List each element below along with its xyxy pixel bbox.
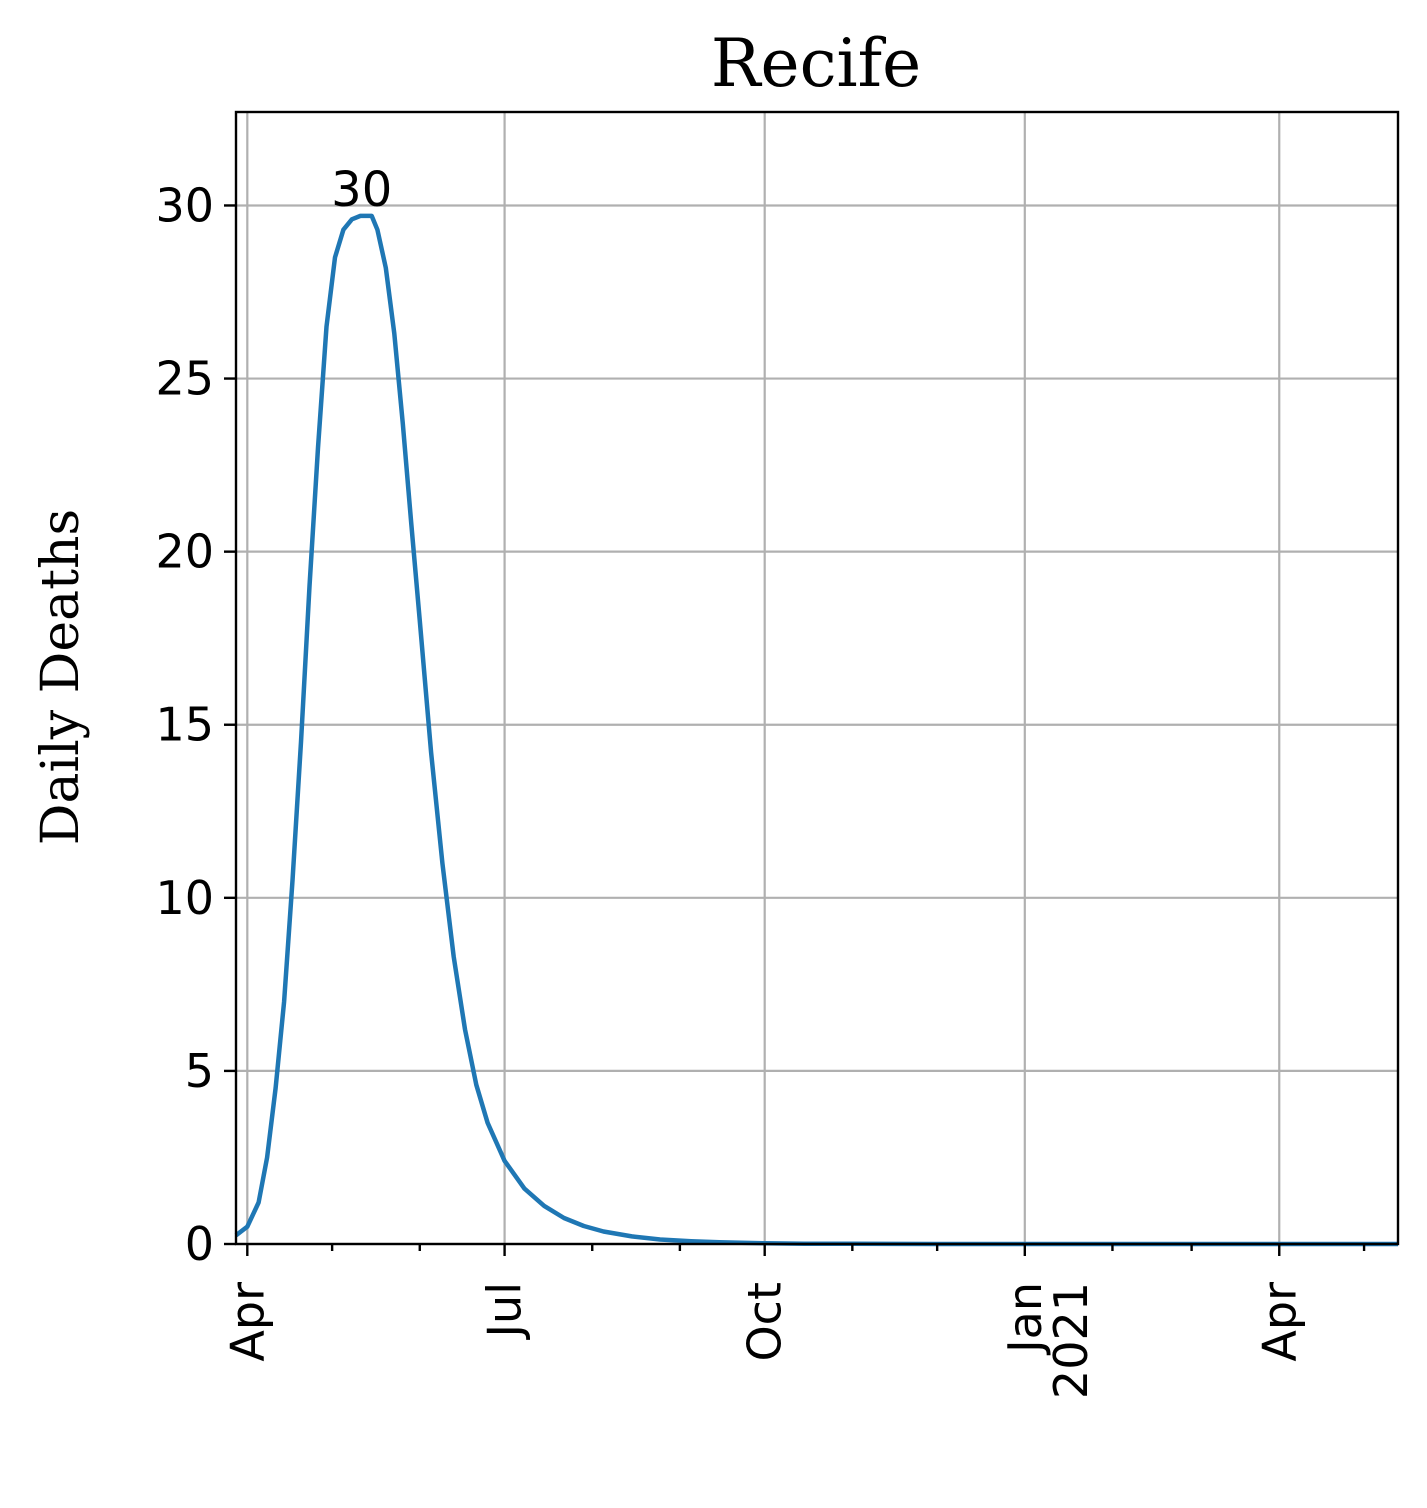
y-axis-label: Daily Deaths xyxy=(31,509,91,845)
x-tick-label-0: Apr xyxy=(220,1282,274,1362)
series-layer xyxy=(234,213,1398,1247)
peak-annotation: 30 xyxy=(331,162,392,218)
chart-title: Recife xyxy=(711,25,921,102)
x-tick-label-2: Oct xyxy=(738,1282,792,1362)
y-tick-label-5: 25 xyxy=(155,352,214,406)
y-tick-label-0: 0 xyxy=(185,1217,214,1271)
x-tick-label-3-year: 2021 xyxy=(1044,1282,1098,1399)
y-tick-label-2: 10 xyxy=(155,871,214,925)
y-tick-label-6: 30 xyxy=(155,178,214,232)
y-tick-label-1: 5 xyxy=(185,1044,214,1098)
grid-layer xyxy=(236,112,1398,1246)
x-tick-label-1: Jul xyxy=(478,1282,532,1341)
y-tick-label-4: 20 xyxy=(155,525,214,579)
series-line-0 xyxy=(234,213,1398,1247)
x-tick-label-3: Jan xyxy=(998,1282,1052,1356)
plot-frame xyxy=(234,110,1400,1246)
y-tick-label-3: 15 xyxy=(155,698,214,752)
x-tick-label-4: Apr xyxy=(1252,1282,1306,1362)
